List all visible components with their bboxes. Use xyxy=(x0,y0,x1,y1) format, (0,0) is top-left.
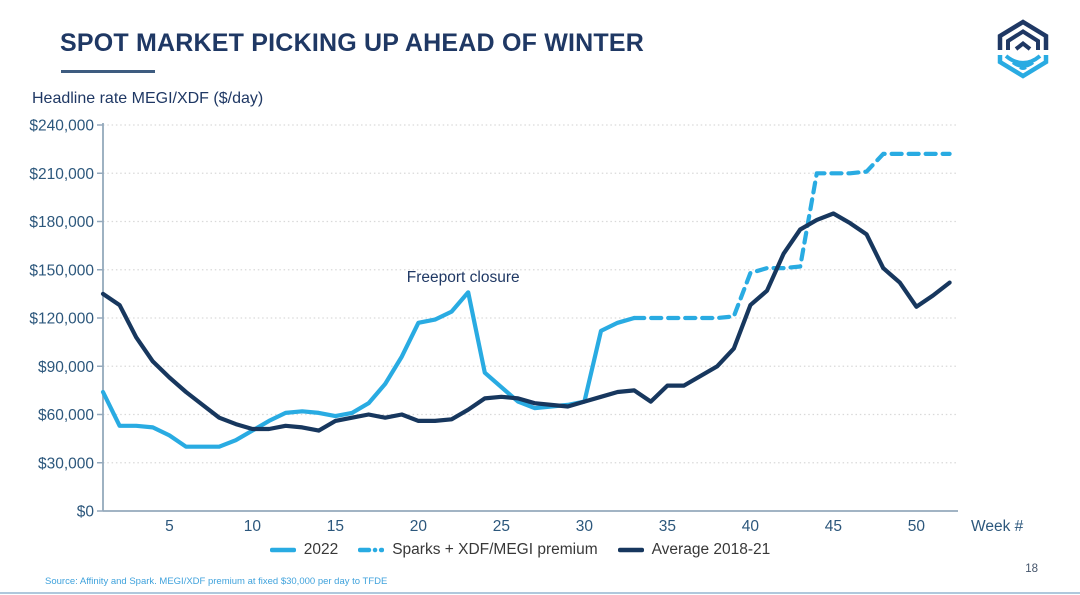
y-tick-label: $0 xyxy=(77,504,95,521)
series-line-2022 xyxy=(100,290,637,449)
y-axis-title: Headline rate MEGI/XDF ($/day) xyxy=(32,90,264,107)
page-number: 18 xyxy=(1025,563,1038,575)
legend-label: 2022 xyxy=(303,541,339,558)
y-tick-label: $60,000 xyxy=(38,407,94,424)
y-tick-label: $30,000 xyxy=(38,455,94,472)
x-tick-label: 10 xyxy=(244,518,262,535)
x-tick-label: 5 xyxy=(165,518,174,535)
legend-item-average-2018-21: Average 2018-21 xyxy=(617,541,771,559)
source-note: Source: Affinity and Spark. MEGI/XDF pre… xyxy=(45,576,388,587)
legend-item-sparks-xdf-megi-premium: Sparks + XDF/MEGI premium xyxy=(358,541,598,559)
legend-label: Sparks + XDF/MEGI premium xyxy=(392,541,598,558)
legend-swatch-icon xyxy=(358,547,385,553)
x-tick-label: 30 xyxy=(576,518,594,535)
x-tick-label: 25 xyxy=(493,518,510,535)
freeport-closure-annotation: Freeport closure xyxy=(406,268,520,286)
footer-divider xyxy=(0,592,1080,594)
x-tick-label: 40 xyxy=(742,518,760,535)
legend-swatch-icon xyxy=(617,547,644,553)
chart-legend: 2022 Sparks + XDF/MEGI premium Average 201… xyxy=(0,541,1040,559)
page-title: SPOT MARKET PICKING UP AHEAD OF WINTER xyxy=(60,29,645,57)
x-tick-label: 20 xyxy=(410,518,428,535)
legend-item-2022: 2022 xyxy=(269,541,339,559)
x-tick-label: 35 xyxy=(659,518,676,535)
y-tick-label: $180,000 xyxy=(29,214,94,231)
x-tick-label: 50 xyxy=(908,518,926,535)
legend-swatch-icon xyxy=(269,547,296,553)
x-tick-label: 45 xyxy=(825,518,842,535)
y-tick-label: $120,000 xyxy=(29,311,94,328)
series-line-average-2018-21 xyxy=(100,211,952,433)
y-tick-label: $90,000 xyxy=(38,359,94,376)
y-tick-label: $240,000 xyxy=(29,118,94,135)
y-tick-label: $150,000 xyxy=(29,262,94,279)
company-logo-icon xyxy=(997,19,1049,79)
x-tick-label: 15 xyxy=(327,518,344,535)
y-tick-label: $210,000 xyxy=(29,166,94,183)
legend-label: Average 2018-21 xyxy=(651,541,771,558)
series-line-sparks-xdf-megi-premium xyxy=(632,151,952,321)
x-axis-title: Week # xyxy=(971,518,1024,535)
title-underline-rule xyxy=(61,70,155,73)
